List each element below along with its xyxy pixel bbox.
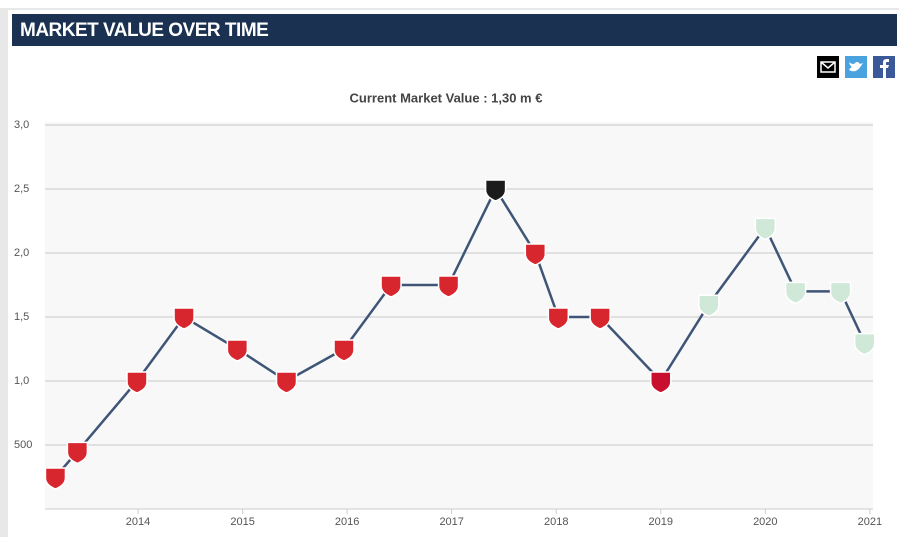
x-tick-label: 2014	[126, 516, 150, 528]
club-crest	[829, 281, 852, 305]
club-crest	[44, 467, 67, 490]
club-crest	[437, 275, 460, 298]
y-tick-label: 1,5	[14, 311, 29, 323]
club-crest	[226, 339, 249, 362]
x-tick-label: 2015	[230, 516, 254, 528]
x-tick-label: 2018	[544, 516, 568, 528]
y-tick-label: 2,5	[14, 183, 29, 195]
plot-area	[45, 122, 873, 509]
club-crest	[524, 243, 547, 266]
club-crest	[589, 307, 611, 330]
club-crest	[380, 275, 402, 298]
club-crest	[333, 339, 355, 362]
club-crest	[754, 217, 777, 241]
club-crest	[698, 294, 720, 318]
club-crest	[275, 371, 298, 394]
x-tick-label: 2016	[335, 516, 359, 528]
club-crest	[853, 332, 876, 356]
x-tick-label: 2020	[753, 516, 777, 528]
chart-title: MARKET VALUE OVER TIME	[20, 20, 268, 41]
x-tick-label: 2021	[858, 516, 882, 528]
y-tick-label: 3,0	[14, 119, 29, 131]
club-crest	[484, 179, 507, 202]
y-tick-label: 2,0	[14, 247, 29, 259]
club-crest	[650, 371, 672, 394]
y-tick-label: 1,0	[14, 375, 29, 387]
club-crest	[173, 307, 195, 330]
club-crest	[547, 307, 570, 330]
club-crest	[126, 371, 148, 394]
header-bar	[12, 14, 897, 46]
x-tick-label: 2019	[649, 516, 673, 528]
chart-subtitle: Current Market Value : 1,30 m €	[350, 90, 543, 105]
share-email[interactable]	[817, 56, 839, 78]
club-crest	[66, 441, 89, 465]
share-facebook[interactable]	[873, 56, 895, 78]
x-tick-label: 2017	[439, 516, 463, 528]
share-twitter[interactable]	[845, 56, 867, 78]
y-tick-label: 500	[14, 439, 32, 451]
club-crest	[784, 281, 807, 305]
